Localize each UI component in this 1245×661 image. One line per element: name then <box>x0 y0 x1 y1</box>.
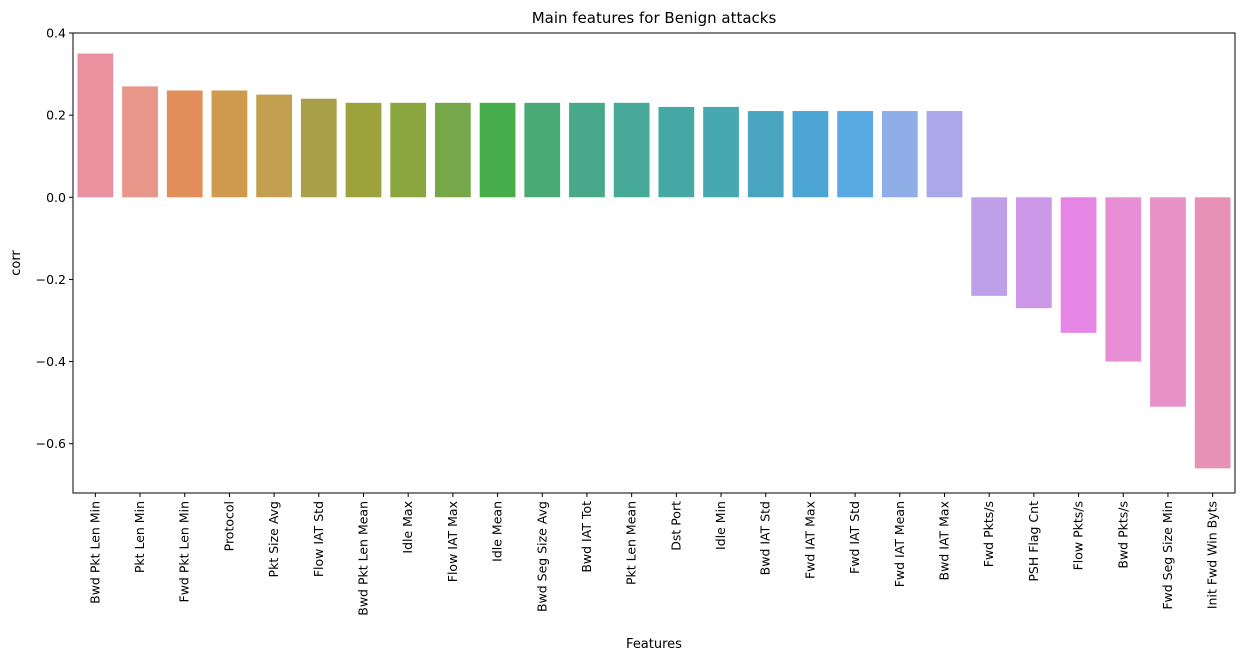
y-tick-label: 0.4 <box>46 26 66 41</box>
x-tick-label: Bwd Pkt Len Min <box>87 501 102 604</box>
x-tick-label: PSH Flag Cnt <box>1026 501 1041 582</box>
x-tick-label: Pkt Size Avg <box>266 501 281 577</box>
y-tick-label: −0.6 <box>36 436 66 451</box>
bar-13 <box>658 106 695 198</box>
y-axis-title: corr <box>9 250 24 276</box>
bar-15 <box>747 111 784 198</box>
x-tick-label: Fwd Pkts/s <box>981 501 996 567</box>
x-tick-label: Idle Mean <box>490 501 505 562</box>
x-tick-label: Bwd Seg Size Avg <box>534 501 549 612</box>
bar-23 <box>1105 197 1142 362</box>
x-tick-label: Bwd IAT Std <box>758 501 773 575</box>
x-tick-label: Idle Min <box>713 501 728 550</box>
y-tick-label: 0.2 <box>46 108 66 123</box>
bar-25 <box>1194 197 1231 469</box>
bar-3 <box>211 90 248 198</box>
x-tick-label: Bwd IAT Max <box>937 501 952 580</box>
bar-18 <box>881 111 918 198</box>
bar-20 <box>971 197 1008 296</box>
x-tick-label: Idle Max <box>400 501 415 554</box>
y-axis: 0.4 0.2 0.0 −0.2 −0.4 −0.6 <box>36 26 73 451</box>
bar-16 <box>792 111 829 198</box>
x-tick-label: Fwd Pkt Len Min <box>177 501 192 602</box>
bar-7 <box>390 102 427 198</box>
x-tick-label: Init Fwd Win Byts <box>1205 501 1220 609</box>
x-tick-label: Bwd Pkt Len Mean <box>356 501 371 616</box>
bar-9 <box>479 102 516 198</box>
bar-14 <box>703 106 739 198</box>
bar-5 <box>300 98 337 198</box>
x-tick-label: Flow IAT Max <box>445 501 460 582</box>
bar-19 <box>926 111 963 198</box>
bar-11 <box>569 102 605 198</box>
bar-1 <box>122 86 158 198</box>
y-tick-label: 0.0 <box>46 190 66 205</box>
bar-22 <box>1060 197 1097 333</box>
x-tick-label: Bwd Pkts/s <box>1115 501 1130 569</box>
bar-2 <box>166 90 203 198</box>
bar-10 <box>524 102 561 198</box>
bar-21 <box>1016 197 1052 309</box>
bar-6 <box>345 102 382 198</box>
x-tick-label: Fwd IAT Max <box>802 501 817 579</box>
x-tick-label: Fwd Seg Size Min <box>1160 501 1175 610</box>
x-tick-label: Flow Pkts/s <box>1071 501 1086 570</box>
x-axis: Bwd Pkt Len Min Pkt Len Min Fwd Pkt Len Mi… <box>87 493 1220 616</box>
bar-0 <box>77 53 114 198</box>
y-tick-label: −0.2 <box>36 272 66 287</box>
bar-12 <box>613 102 650 198</box>
bar-4 <box>256 94 292 198</box>
x-tick-label: Fwd IAT Std <box>847 501 862 574</box>
chart-title: Main features for Benign attacks <box>532 9 777 27</box>
x-tick-label: Pkt Len Mean <box>624 501 639 585</box>
bar-8 <box>435 102 471 198</box>
x-tick-label: Protocol <box>221 501 236 551</box>
bars-group <box>77 53 1231 469</box>
plot-frame <box>72 32 1236 494</box>
bar-17 <box>837 111 873 198</box>
x-axis-title: Features <box>626 637 682 652</box>
x-tick-label: Dst Port <box>668 501 683 551</box>
bar-24 <box>1150 197 1186 407</box>
x-tick-label: Flow IAT Std <box>311 501 326 577</box>
x-tick-label: Pkt Len Min <box>132 501 147 573</box>
x-tick-label: Fwd IAT Mean <box>892 501 907 587</box>
y-tick-label: −0.4 <box>36 354 66 369</box>
x-tick-label: Bwd IAT Tot <box>579 501 594 573</box>
